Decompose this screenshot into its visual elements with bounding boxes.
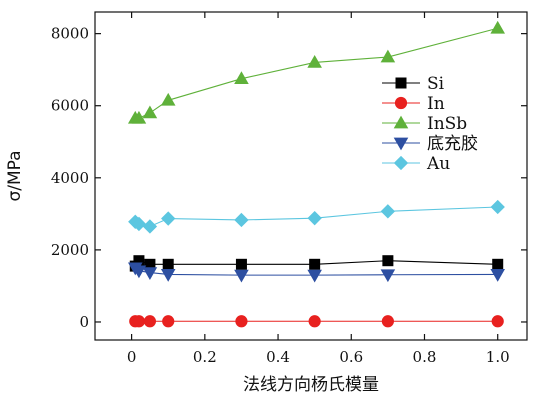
data-point-InSb <box>234 71 249 85</box>
data-point-In <box>235 315 248 328</box>
legend-marker <box>395 77 407 89</box>
x-axis-title: 法线方向杨氏模量 <box>243 375 379 395</box>
y-tick-label: 8000 <box>51 25 89 43</box>
data-point-Au <box>234 212 249 228</box>
data-point-Au <box>142 219 158 234</box>
data-point-InSb <box>380 49 396 63</box>
data-point-底充胶 <box>380 269 396 283</box>
x-tick-label: 0 <box>127 348 137 366</box>
data-point-InSb <box>160 92 176 106</box>
y-tick-label: 0 <box>79 313 89 331</box>
x-tick-label: 0.4 <box>266 348 290 366</box>
data-point-Si <box>382 255 394 267</box>
axis-ticks: 0 0.2 0.4 0.6 0.8 1.0 0 2000 4000 6000 8000 <box>51 12 527 366</box>
legend-marker <box>393 137 409 151</box>
x-tick-label: 0.8 <box>413 348 437 366</box>
data-point-In <box>132 315 146 328</box>
plot-frame <box>94 11 528 341</box>
legend-label: 底充胶 <box>427 134 478 154</box>
y-axis-title: σ/MPa <box>5 150 25 201</box>
data-point-底充胶 <box>131 265 147 279</box>
data-point-Au <box>490 199 505 215</box>
data-point-底充胶 <box>142 267 158 281</box>
legend-label: InSb <box>427 114 467 134</box>
x-tick-label: 1.0 <box>486 348 510 366</box>
data-point-InSb <box>142 105 158 119</box>
legend-label: In <box>427 94 445 114</box>
x-tick-label: 0.6 <box>339 348 363 366</box>
data-point-底充胶 <box>160 269 176 282</box>
data-point-Si <box>235 258 247 270</box>
data-point-In <box>308 315 321 328</box>
data-point-In <box>491 315 504 328</box>
y-tick-label: 2000 <box>51 241 89 259</box>
y-tick-label: 4000 <box>51 169 89 187</box>
data-point-InSb <box>131 110 147 124</box>
data-point-底充胶 <box>490 269 506 282</box>
data-point-In <box>143 315 157 328</box>
data-point-Si <box>309 258 321 270</box>
data-point-底充胶 <box>234 269 249 283</box>
data-point-Si <box>492 258 504 270</box>
data-point-Si <box>162 258 174 270</box>
legend-marker <box>393 155 409 171</box>
legend-label: Si <box>427 74 445 94</box>
data-point-Au <box>161 211 176 226</box>
data-point-Au <box>307 211 322 226</box>
y-tick-label: 6000 <box>51 97 89 115</box>
data-point-In <box>162 315 175 328</box>
series-markers <box>127 20 506 328</box>
legend-marker <box>394 96 408 110</box>
data-point-In <box>381 315 394 328</box>
x-tick-label: 0.2 <box>193 348 217 366</box>
legend-marker <box>393 115 409 129</box>
legend-label: Au <box>426 154 450 174</box>
data-point-Au <box>131 216 147 232</box>
data-point-Au <box>380 204 396 219</box>
data-point-InSb <box>307 55 322 68</box>
data-point-InSb <box>490 20 506 34</box>
data-point-底充胶 <box>307 269 322 283</box>
